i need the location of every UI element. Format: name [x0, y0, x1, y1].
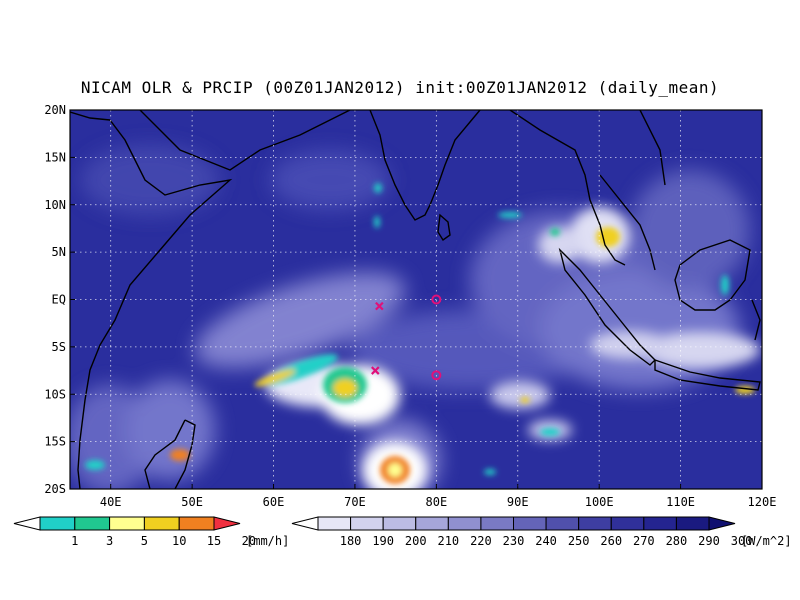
colorbar-tick-label: 190 [372, 534, 394, 548]
lon-label: 80E [426, 495, 448, 509]
circle-marker [431, 370, 442, 381]
colorbar-tick-label: 200 [405, 534, 427, 548]
colorbar-box [480, 516, 514, 531]
colorbar-tick-label: 3 [106, 534, 113, 548]
lon-label: 60E [263, 495, 285, 509]
lat-label: 5S [52, 340, 66, 354]
colorbar-tick-label: 290 [698, 534, 720, 548]
lon-label: 90E [507, 495, 529, 509]
colorbar-end [213, 516, 241, 531]
colorbar-tick-label: 15 [207, 534, 221, 548]
colorbar-end [291, 516, 319, 531]
colorbar-box [447, 516, 482, 531]
colorbar-tick-label: 20 [242, 534, 256, 548]
colorbar-tick-label: 10 [172, 534, 186, 548]
colorbar-tick-label: 300 [731, 534, 753, 548]
lat-label: EQ [52, 293, 66, 307]
colorbar-box [643, 516, 677, 531]
lat-label: 10N [44, 198, 66, 212]
olr-legend: 180 190 200 210 220 230 240 250 260 270 280 290 300[… [291, 516, 792, 548]
olr-field [70, 110, 762, 489]
colorbar-box [513, 516, 547, 531]
colorbar-box [675, 516, 710, 531]
lon-label: 50E [181, 495, 203, 509]
lat-axis-labels: 20N 15N 10N 5N EQ 5S 10S 15S 20S [44, 103, 75, 496]
lon-label: 70E [344, 495, 366, 509]
colorbar-box [143, 516, 180, 531]
colorbar-box [382, 516, 417, 531]
colorbar-tick-label: 5 [141, 534, 148, 548]
x-marker [371, 366, 380, 375]
colorbar-box [350, 516, 384, 531]
circle-marker [431, 294, 442, 305]
gridlines [70, 110, 762, 489]
lat-label: 20N [44, 103, 66, 117]
lon-label: 120E [748, 495, 777, 509]
colorbar-tick-label: 240 [535, 534, 557, 548]
colorbar-box [578, 516, 612, 531]
colorbar-box [74, 516, 111, 531]
lat-label: 20S [44, 482, 66, 496]
colorbar-tick-label: 1 [71, 534, 78, 548]
colorbar-tick-label: 270 [633, 534, 655, 548]
lat-label: 10S [44, 387, 66, 401]
colorbar-tick-label: 250 [568, 534, 590, 548]
lon-label: 110E [666, 495, 695, 509]
colorbar-tick-label: 220 [470, 534, 492, 548]
colorbar-box [109, 516, 145, 531]
colorbar-box [39, 516, 76, 531]
x-marker [375, 301, 384, 311]
colorbar-box [545, 516, 580, 531]
colorbar-tick-label: 180 [340, 534, 362, 548]
colorbar-end [13, 516, 41, 531]
lat-label: 15S [44, 435, 66, 449]
markers-layer [371, 294, 442, 381]
colorbar-tick-label: 280 [666, 534, 688, 548]
lat-label: 5N [52, 245, 66, 259]
colorbar-box [317, 516, 352, 531]
lon-axis-labels: 40E 50E 60E 70E 80E 90E 100E 110E 120E [100, 484, 777, 509]
lon-label: 100E [585, 495, 614, 509]
chart-title: NICAM OLR & PRCIP (00Z01JAN2012) init:00… [80, 78, 720, 97]
colorbar-box [178, 516, 215, 531]
colorbar-box [610, 516, 645, 531]
colorbar-tick-label: 260 [600, 534, 622, 548]
colorbar-tick-label: 210 [437, 534, 459, 548]
lat-label: 15N [44, 150, 66, 164]
precip-legend: 1 3 5 10 15 20[mm/h] [13, 516, 289, 548]
colorbar-box [415, 516, 449, 531]
lon-label: 40E [100, 495, 122, 509]
colorbar-end [708, 516, 736, 531]
coastline [70, 110, 761, 489]
colorbar-unit: [mm/h] [246, 534, 289, 548]
colorbar-tick-label: 230 [503, 534, 525, 548]
colorbar-unit: [W/m^2] [741, 534, 792, 548]
